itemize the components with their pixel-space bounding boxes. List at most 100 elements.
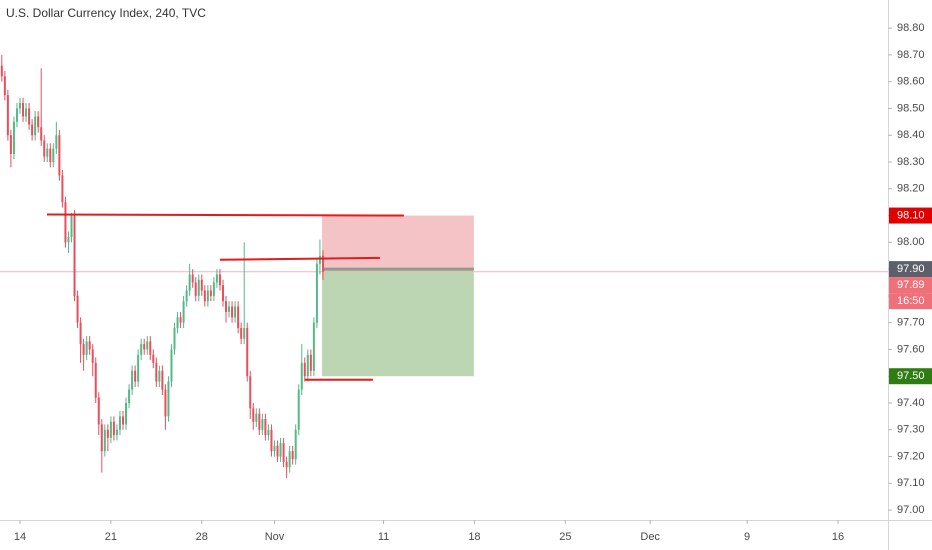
candle-body [43, 140, 46, 157]
candle-body [288, 451, 291, 468]
countdown-label: 16:50 [897, 295, 925, 307]
candle-body [85, 341, 88, 355]
price-badge [889, 261, 932, 278]
candle-body [115, 429, 118, 436]
y-tick-label: 98.40 [897, 129, 925, 141]
candle-body [37, 116, 40, 128]
candle-body [125, 402, 128, 425]
candle-body [273, 445, 276, 452]
trend-line [46, 213, 404, 217]
candle-body [76, 295, 79, 323]
candle-body [100, 424, 103, 452]
candle-body [164, 389, 167, 417]
candle-body [49, 148, 52, 162]
candle-body [15, 108, 18, 122]
candle-body [34, 116, 37, 136]
candle-body [309, 354, 312, 371]
candle-body [203, 290, 206, 302]
candle-body [3, 76, 6, 96]
candle-body [182, 301, 185, 323]
candle-body [291, 451, 294, 460]
candle-body [137, 354, 140, 382]
price-badge-label: 98.10 [897, 209, 925, 221]
candle-body [0, 65, 3, 77]
candle-body [194, 282, 197, 296]
candle-body [228, 306, 231, 312]
price-badge [889, 207, 932, 224]
y-tick-label: 97.60 [897, 343, 925, 355]
candle-body [152, 354, 155, 363]
y-tick-label: 97.00 [897, 504, 925, 516]
price-badge [889, 277, 932, 294]
candle-body [52, 148, 55, 162]
candle-body [303, 362, 306, 377]
candle-body [67, 236, 70, 243]
candle-body [279, 443, 282, 457]
candle-body [103, 429, 106, 452]
price-badge-label: 97.90 [897, 263, 925, 275]
candle-body [206, 290, 209, 302]
candle-body [31, 124, 34, 136]
candle-body [82, 344, 85, 355]
x-tick-label: Dec [640, 531, 660, 543]
x-tick-label: 18 [468, 531, 480, 543]
candle-body [140, 344, 143, 355]
candle-body [276, 445, 279, 457]
candle-body [176, 317, 179, 329]
candle-body [128, 389, 131, 403]
candle-body [46, 148, 49, 157]
chart-title: U.S. Dollar Currency Index, 240, TVC [6, 6, 206, 20]
candle-body [255, 413, 258, 422]
candle-body [9, 135, 12, 154]
candle-body [173, 328, 176, 350]
stop-zone [322, 215, 474, 270]
candle-body [109, 421, 112, 438]
candle-body [61, 175, 64, 203]
y-tick-label: 98.30 [897, 156, 925, 168]
price-badge [889, 368, 932, 385]
candle-body [312, 322, 315, 371]
candle-body [118, 416, 121, 430]
candle-body [122, 416, 125, 425]
x-tick-label: 9 [744, 531, 750, 543]
candle-body [55, 135, 58, 149]
x-tick-label: Nov [265, 531, 285, 543]
candle-body [131, 370, 134, 390]
candle-body [261, 419, 264, 430]
candle-body [294, 429, 297, 460]
countdown-badge [889, 293, 932, 310]
candle-body [70, 215, 73, 237]
candle-body [321, 255, 324, 272]
y-tick-label: 97.30 [897, 424, 925, 436]
x-tick-label: 11 [378, 531, 389, 543]
y-tick-label: 97.20 [897, 450, 925, 462]
candle-body [161, 370, 164, 390]
candle-body [112, 421, 115, 436]
candle-body [170, 349, 173, 382]
x-tick-label: 25 [559, 531, 571, 543]
candle-body [91, 349, 94, 363]
candle-body [318, 255, 321, 264]
y-tick-label: 98.60 [897, 76, 925, 88]
candle-body [94, 362, 97, 398]
candle-body [243, 328, 246, 339]
candle-body [12, 121, 15, 154]
candle-body [191, 274, 194, 283]
candle-body [231, 306, 234, 318]
candle-body [237, 306, 240, 329]
candle-body [252, 408, 255, 422]
candle-body [221, 285, 224, 302]
candle-body [18, 103, 21, 109]
y-tick-label: 98.70 [897, 49, 925, 61]
price-badge-label: 97.89 [897, 279, 925, 291]
candle-body [155, 362, 158, 382]
candle-body [200, 279, 203, 291]
candle-body [212, 282, 215, 296]
candle-body [234, 306, 237, 318]
target-zone [322, 269, 474, 377]
x-tick-label: 21 [105, 531, 117, 543]
candle-body [134, 370, 137, 382]
candle-body [64, 202, 67, 243]
x-tick-label: 14 [14, 531, 26, 543]
